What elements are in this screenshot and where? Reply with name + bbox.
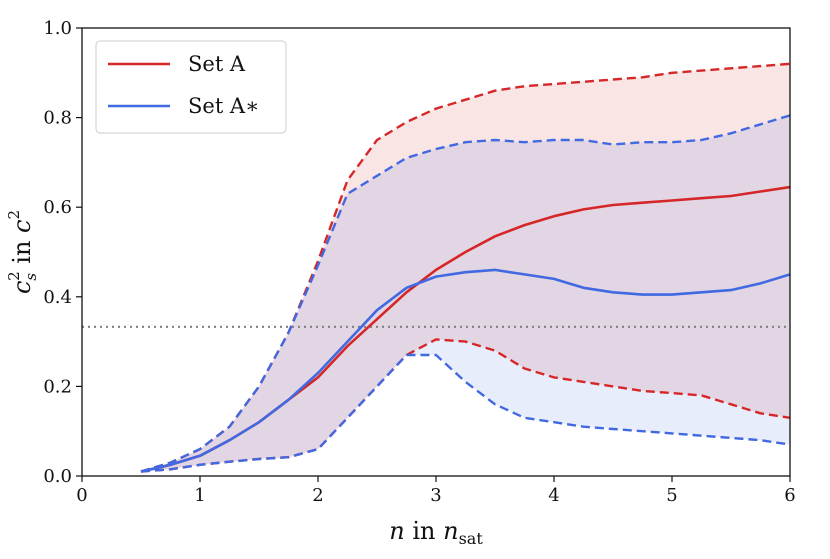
lower-bound-set-a [140,338,790,473]
median-set-a-star [140,268,790,473]
x-tick-label: 1 [194,485,205,506]
y-tick-label: 0.6 [43,197,72,218]
x-tick-label: 4 [548,485,559,506]
y-axis-ticks: 0.0 0.2 0.4 0.6 0.8 1.0 [43,18,82,487]
y-tick-label: 0.4 [43,287,72,308]
x-tick-label: 0 [76,485,87,506]
y-tick-label: 0.8 [43,108,72,129]
x-axis-label: n in nsat [389,517,483,548]
band-set-a [141,63,790,472]
legend-label-set-a-star: Set A∗ [188,94,259,118]
x-tick-label: 3 [430,485,441,506]
upper-bound-set-a-star [140,114,790,473]
legend-label-set-a: Set A [188,52,246,76]
y-tick-label: 0.2 [43,376,72,397]
y-tick-label: 0.0 [43,466,72,487]
y-tick-label: 1.0 [43,18,72,39]
x-tick-label: 5 [666,485,677,506]
y-axis-label: cs2 in c2 [5,210,40,294]
lower-bound-set-a-star [140,353,790,473]
legend: Set A Set A∗ [95,40,287,134]
x-tick-label: 6 [784,485,795,506]
x-tick-label: 2 [312,485,323,506]
series-lines [140,62,790,473]
x-axis-ticks: 0 1 2 3 4 5 6 [76,476,796,506]
